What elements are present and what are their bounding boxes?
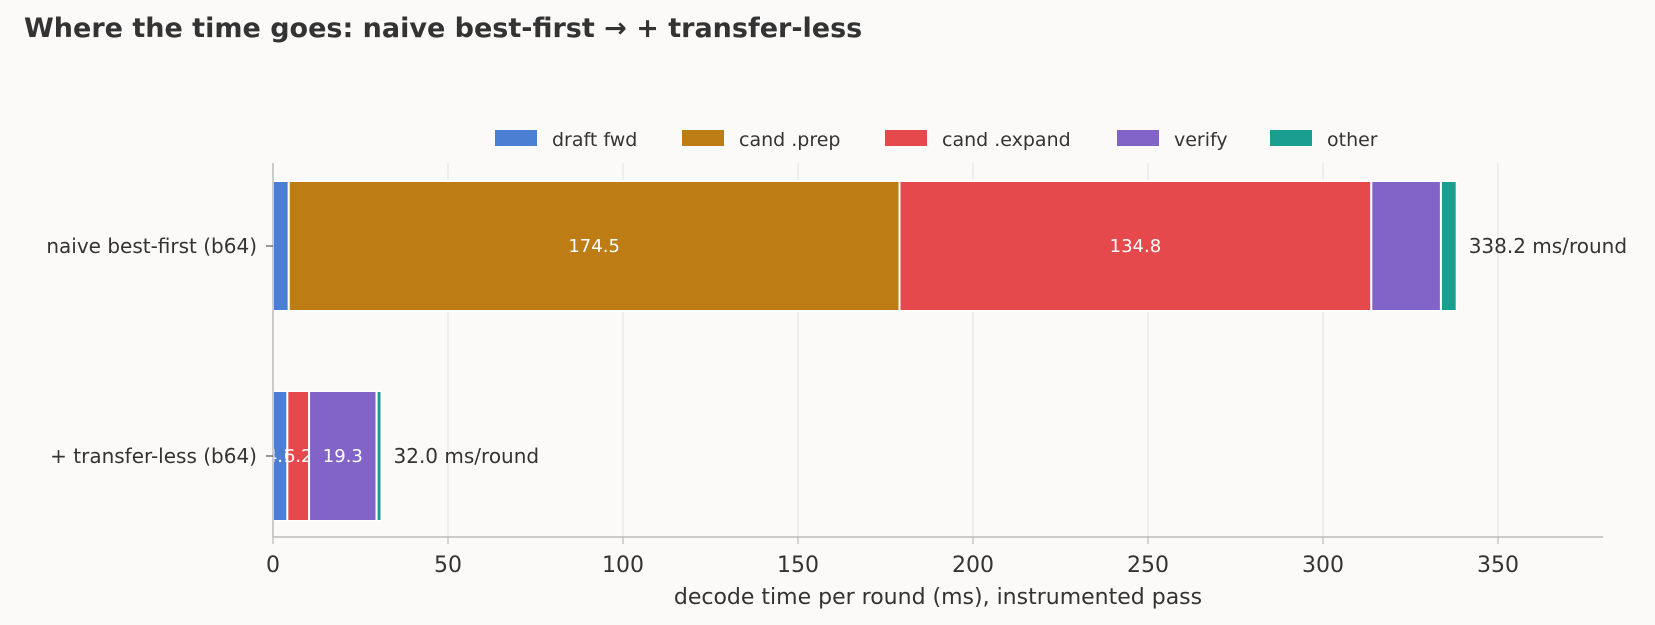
axes: 0 50 100 150 200 250 300 350 naive best-first (b… [46,163,1603,578]
segment-value-label: 134.8 [1110,236,1162,257]
segment-value-label: 19.3 [323,446,363,467]
legend-swatch [495,130,537,146]
legend-item: cand .prep [682,129,840,151]
legend-label: cand .expand [942,129,1071,151]
legend-label: draft fwd [552,129,637,151]
x-axis-label: decode time per round (ms), instrumented… [674,585,1202,610]
total-label: 32.0 ms/round [394,444,540,468]
category-label: naive best-first (b64) [46,234,257,258]
legend-item: other [1270,129,1378,151]
bar-group: 4.16.2 19.3 32.0 ms/round [266,390,540,522]
legend-swatch [885,130,927,146]
bar-segment [898,180,1373,312]
x-tick-label: 150 [777,553,819,578]
x-tick-label: 300 [1302,553,1344,578]
bar-segment [1370,180,1442,312]
legend-label: other [1327,129,1378,151]
legend-label: verify [1174,129,1228,151]
legend: draft fwd cand .prep cand .expand verify oth… [495,129,1378,151]
legend-swatch [1270,130,1312,146]
segment-value-label: 6.2 [284,446,313,467]
bar-segment [1439,180,1458,312]
chart-title: Where the time goes: naive best-first → … [24,13,862,44]
bar-segment [308,390,378,522]
legend-swatch [682,130,724,146]
x-tick-label: 100 [602,553,644,578]
bar-segment [287,180,901,312]
bar-group: 174.5 134.8 338.2 ms/round [272,180,1627,312]
legend-swatch [1117,130,1159,146]
total-label: 338.2 ms/round [1469,234,1627,258]
legend-item: cand .expand [885,129,1071,151]
legend-item: verify [1117,129,1228,151]
legend-item: draft fwd [495,129,637,151]
x-tick-label: 200 [952,553,994,578]
x-tick-label: 50 [434,553,462,578]
x-tick-label: 350 [1477,553,1519,578]
segment-value-label: 174.5 [568,236,620,257]
x-tick-label: 0 [266,553,280,578]
category-label: + transfer-less (b64) [50,444,257,468]
bar-segment [375,390,383,522]
legend-label: cand .prep [739,129,840,151]
bar-segment [272,180,290,312]
x-tick-label: 250 [1127,553,1169,578]
